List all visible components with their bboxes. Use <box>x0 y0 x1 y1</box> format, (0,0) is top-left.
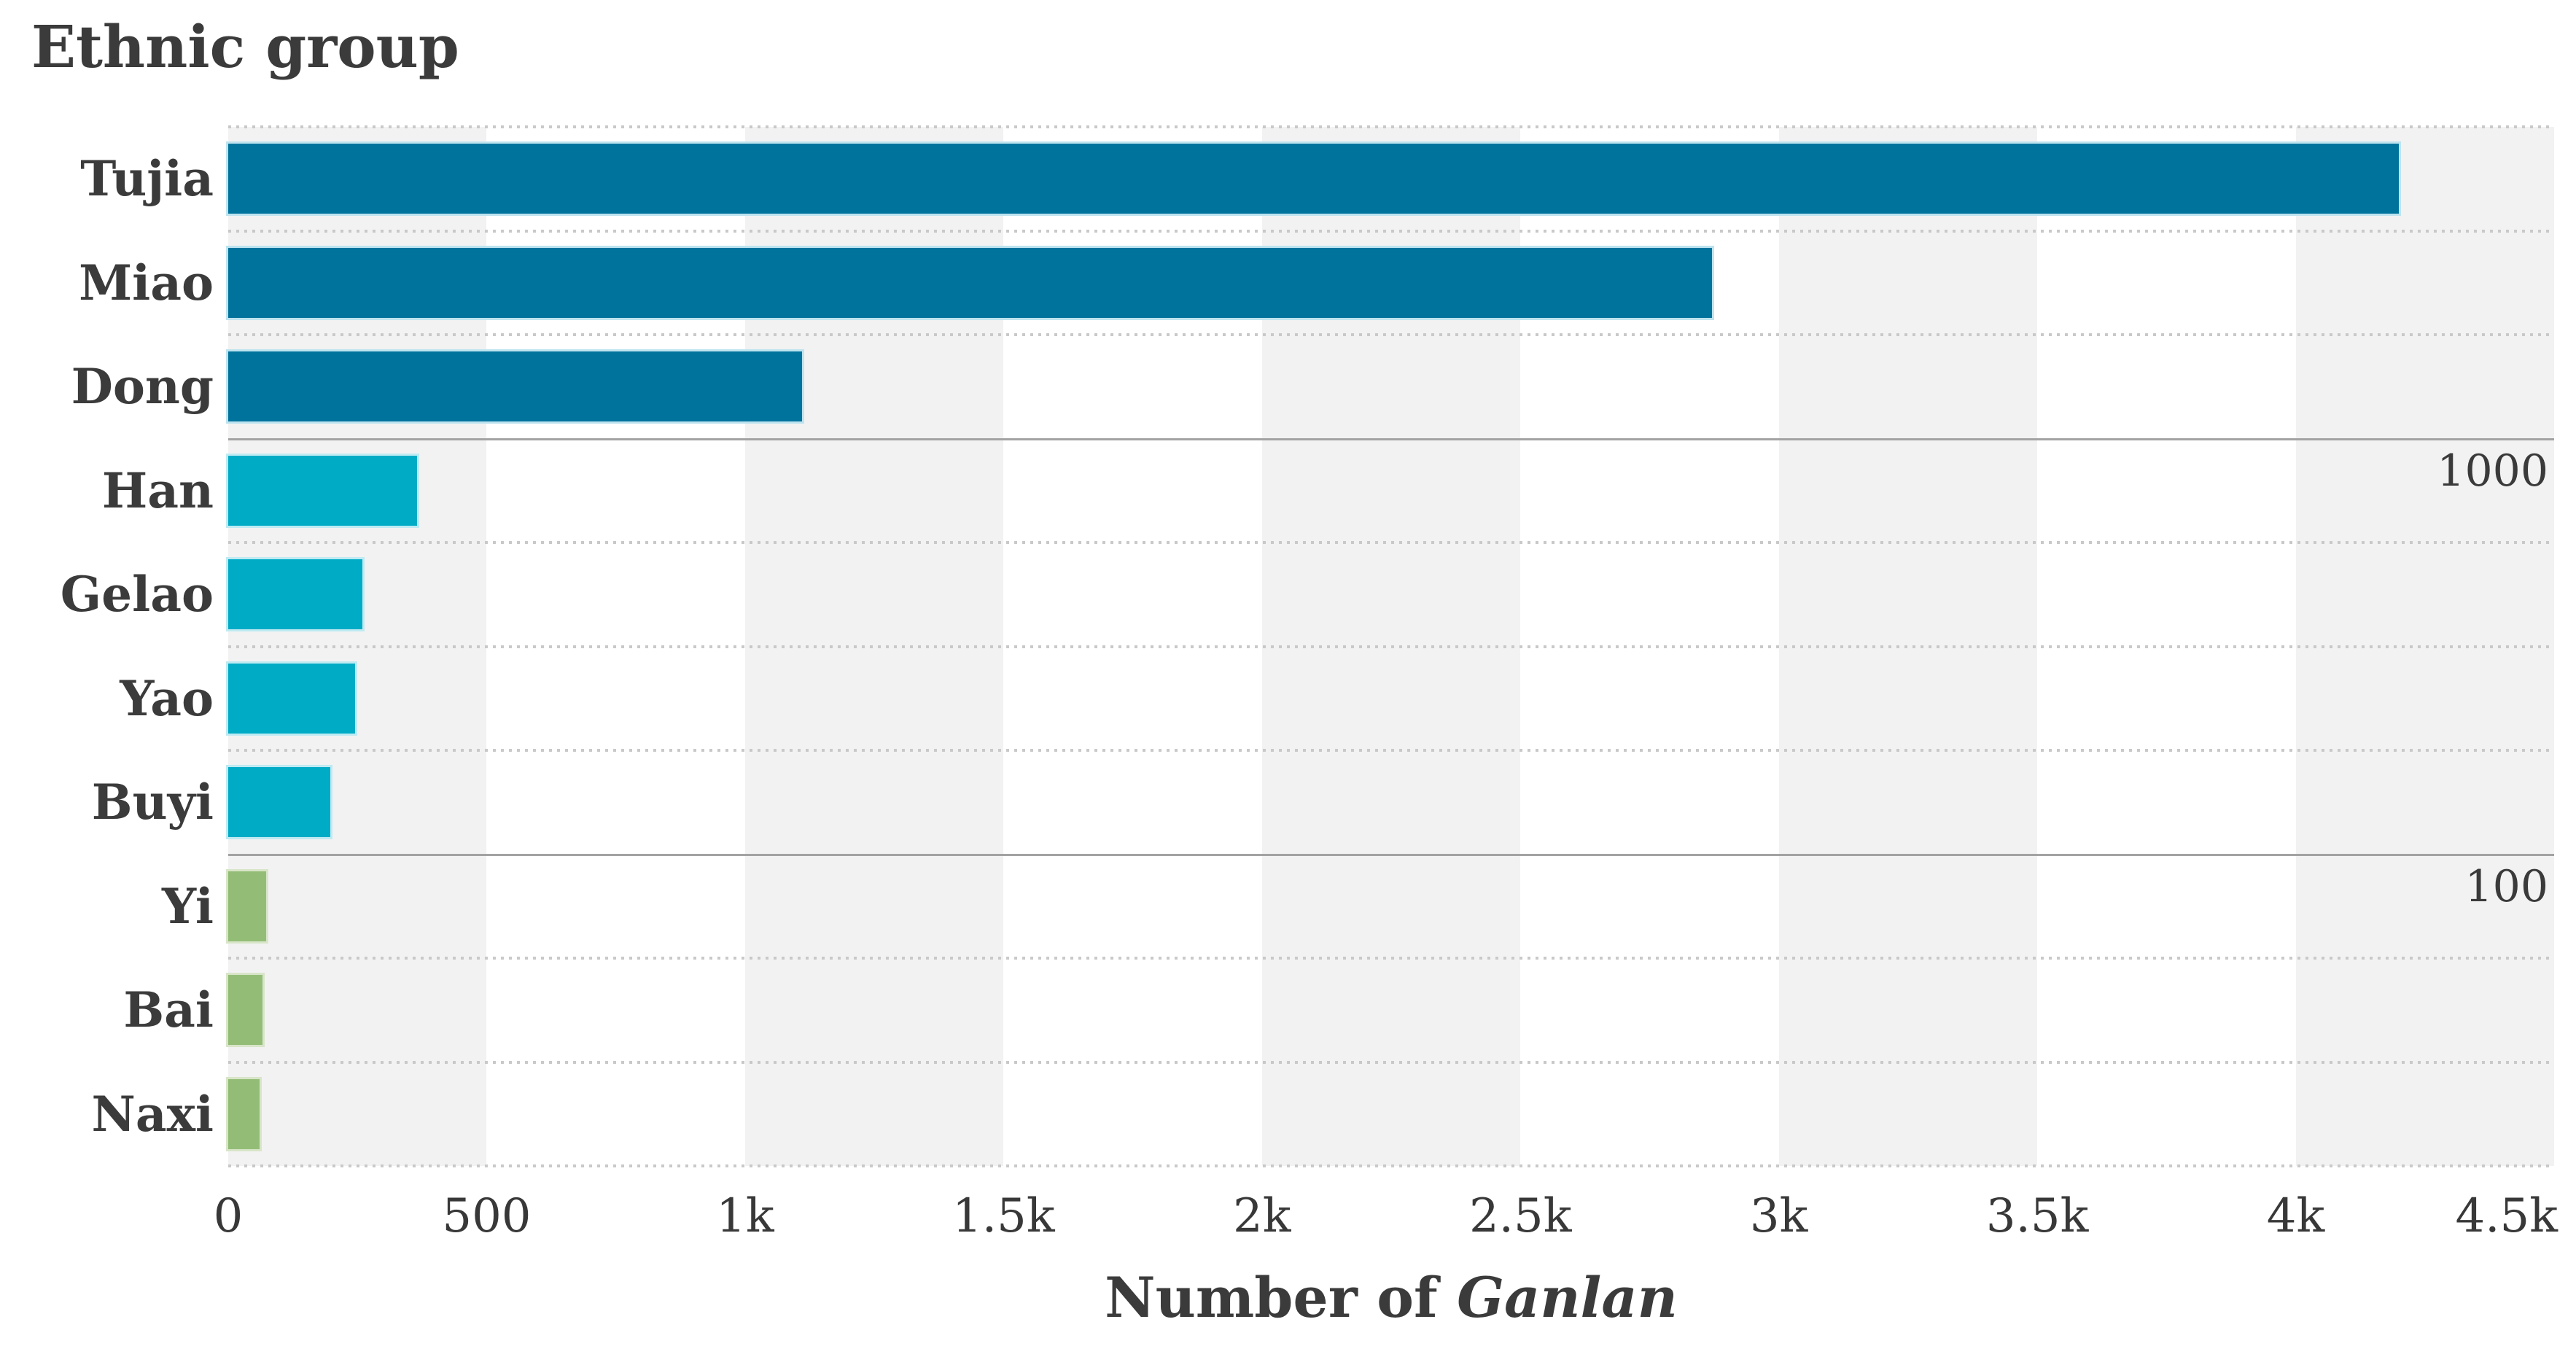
x-tick-label-2.5k: 2.5k <box>1468 1189 1572 1243</box>
bar-miao <box>228 247 1712 318</box>
row-separator-dotted-line <box>228 645 2554 648</box>
x-tick-label-500: 500 <box>442 1189 532 1243</box>
x-tick-label-4k: 4k <box>2266 1189 2325 1243</box>
category-label-tujia: Tujia <box>80 150 214 208</box>
category-label-yi: Yi <box>161 877 214 935</box>
bar-yi <box>228 871 266 941</box>
category-label-buyi: Buyi <box>91 774 214 831</box>
x-axis-title-italic: Ganlan <box>1457 1265 1678 1330</box>
bar-tujia <box>228 144 2400 214</box>
category-axis: Tujia Miao Dong Han Gelao Yao Buyi Yi Bai Naxi <box>0 127 214 1166</box>
x-axis-title: Number of Ganlan <box>1105 1270 1678 1326</box>
bar-gelao <box>228 559 363 630</box>
chart-title: Ethnic group <box>31 12 459 81</box>
plot-area: 1000 100 <box>228 125 2554 1167</box>
threshold-line-1000 <box>228 438 2554 440</box>
category-label-miao: Miao <box>79 254 214 311</box>
x-tick-label-0: 0 <box>213 1189 244 1243</box>
category-label-han: Han <box>101 462 214 519</box>
x-axis-title-text: Number of <box>1105 1265 1458 1330</box>
x-tick-label-4.5k: 4.5k <box>2455 1189 2558 1243</box>
row-separator-dotted-line <box>228 541 2554 544</box>
x-tick-label-1k: 1k <box>716 1189 774 1243</box>
category-label-bai: Bai <box>123 981 214 1039</box>
category-label-dong: Dong <box>71 358 214 416</box>
row-separator-dotted-line <box>228 333 2554 336</box>
row-separator-dotted-line <box>228 749 2554 752</box>
threshold-line-100 <box>228 853 2554 856</box>
row-separator-dotted-line <box>228 229 2554 233</box>
category-label-yao: Yao <box>120 669 214 727</box>
threshold-label-1000: 1000 <box>2437 445 2548 497</box>
x-tick-label-3.5k: 3.5k <box>1985 1189 2089 1243</box>
x-axis-ticks: 0 500 1k 1.5k 2k 2.5k 3k 3.5k 4k 4.5k <box>0 1193 2576 1251</box>
bar-dong <box>228 351 802 422</box>
category-label-gelao: Gelao <box>60 566 214 623</box>
row-separator-dotted-line <box>228 125 2554 128</box>
row-separator-dotted-line <box>228 957 2554 960</box>
bar-naxi <box>228 1078 260 1149</box>
x-tick-label-2k: 2k <box>1233 1189 1291 1243</box>
bar-buyi <box>228 767 331 838</box>
x-tick-label-3k: 3k <box>1749 1189 1808 1243</box>
row-separator-dotted-line <box>228 1060 2554 1064</box>
category-label-naxi: Naxi <box>91 1085 214 1143</box>
x-tick-label-1.5k: 1.5k <box>952 1189 1055 1243</box>
row-separator-dotted-line <box>228 1164 2554 1167</box>
threshold-label-100: 100 <box>2464 860 2548 912</box>
bar-han <box>228 455 417 526</box>
bar-bai <box>228 975 263 1046</box>
bar-yao <box>228 663 355 734</box>
